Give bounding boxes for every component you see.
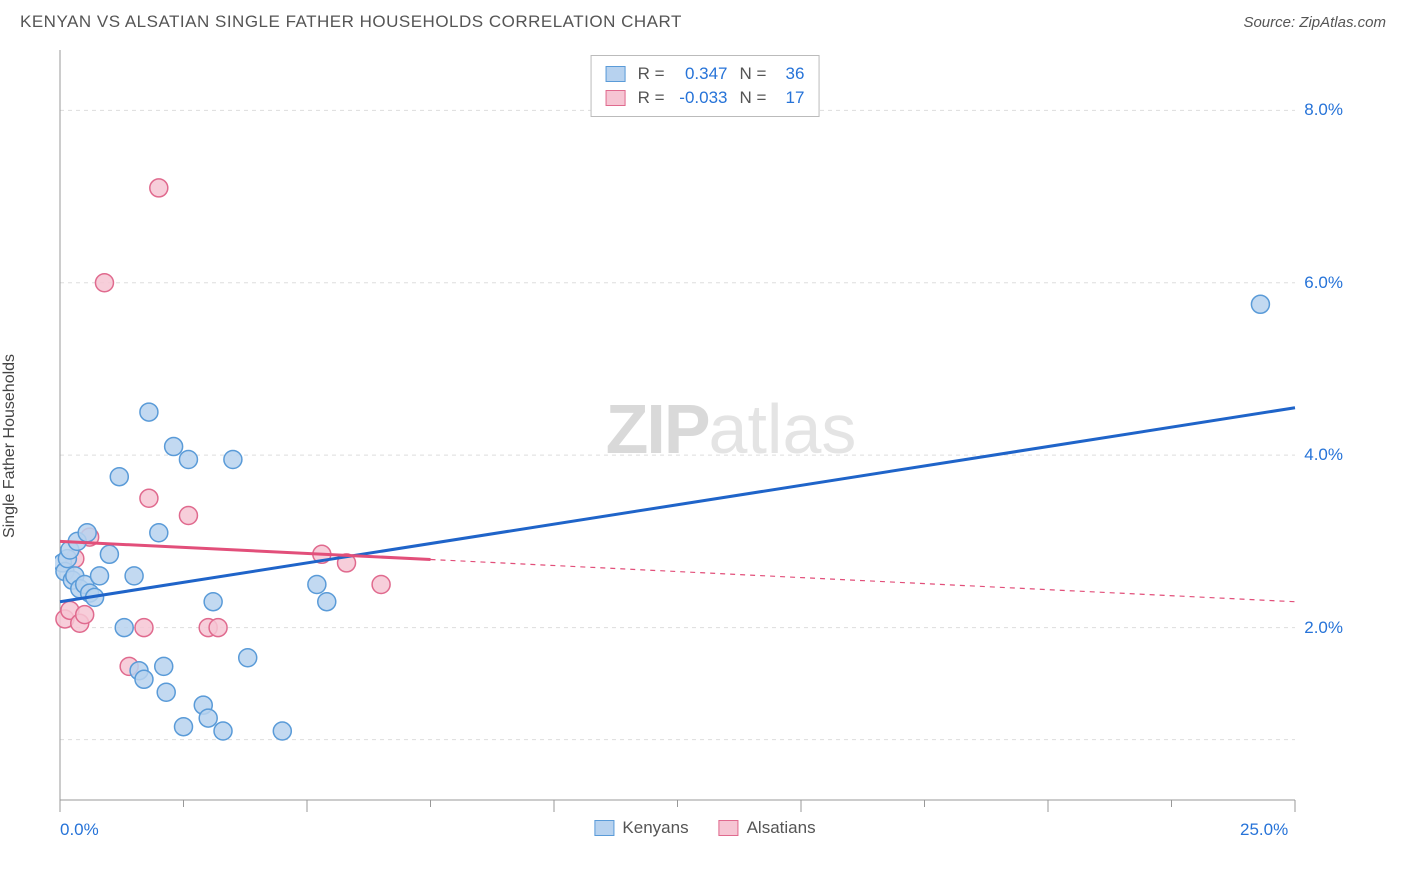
n-value-alsatians: 17 [774, 88, 804, 108]
r-value-alsatians: -0.033 [673, 88, 728, 108]
legend-label-alsatians: Alsatians [747, 818, 816, 838]
legend-item-kenyans: Kenyans [594, 818, 688, 838]
y-tick-label: 2.0% [1304, 618, 1343, 638]
series-swatch-kenyans [606, 66, 626, 82]
n-value-kenyans: 36 [774, 64, 804, 84]
source-citation: Source: ZipAtlas.com [1243, 14, 1386, 31]
chart-title: KENYAN VS ALSATIAN SINGLE FATHER HOUSEHO… [20, 12, 682, 32]
r-label: R = [638, 64, 665, 84]
n-label: N = [740, 64, 767, 84]
scatter-chart [55, 50, 1355, 840]
x-tick-label: 25.0% [1240, 820, 1288, 840]
r-label-2: R = [638, 88, 665, 108]
stats-row-1: R = 0.347 N = 36 [606, 62, 805, 86]
r-value-kenyans: 0.347 [673, 64, 728, 84]
y-axis-label: Single Father Households [1, 354, 19, 538]
chart-header: KENYAN VS ALSATIAN SINGLE FATHER HOUSEHO… [0, 0, 1406, 40]
legend-swatch-kenyans [594, 820, 614, 836]
x-tick-label: 0.0% [60, 820, 99, 840]
stats-legend: R = 0.347 N = 36 R = -0.033 N = 17 [591, 55, 820, 117]
stats-row-2: R = -0.033 N = 17 [606, 86, 805, 110]
bottom-legend: Kenyans Alsatians [594, 818, 815, 838]
y-tick-label: 4.0% [1304, 445, 1343, 465]
legend-label-kenyans: Kenyans [622, 818, 688, 838]
legend-swatch-alsatians [719, 820, 739, 836]
y-tick-label: 6.0% [1304, 273, 1343, 293]
n-label-2: N = [740, 88, 767, 108]
legend-item-alsatians: Alsatians [719, 818, 816, 838]
series-swatch-alsatians [606, 90, 626, 106]
plot-area: ZIPatlas R = 0.347 N = 36 R = -0.033 N =… [55, 50, 1355, 840]
y-tick-label: 8.0% [1304, 100, 1343, 120]
